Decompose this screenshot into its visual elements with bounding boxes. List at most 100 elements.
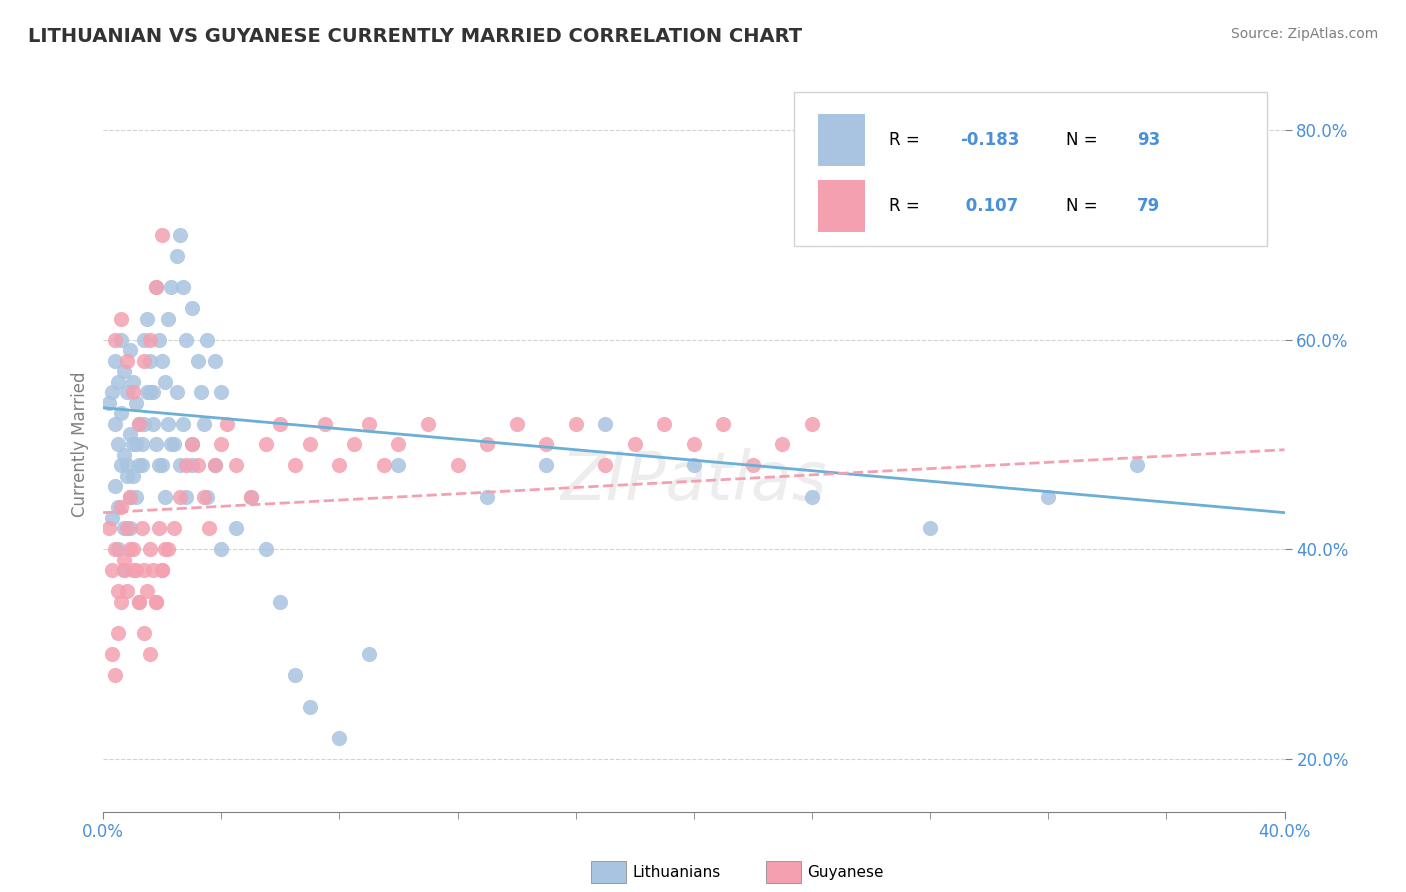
Point bbox=[172, 280, 194, 294]
Point bbox=[446, 458, 468, 473]
Text: LITHUANIAN VS GUYANESE CURRENTLY MARRIED CORRELATION CHART: LITHUANIAN VS GUYANESE CURRENTLY MARRIED… bbox=[28, 27, 803, 45]
Point bbox=[741, 458, 763, 473]
Point bbox=[163, 521, 186, 535]
Point bbox=[124, 395, 146, 409]
Point bbox=[169, 490, 191, 504]
Point bbox=[254, 437, 277, 451]
Point bbox=[195, 490, 218, 504]
Point bbox=[110, 458, 132, 473]
Point bbox=[166, 249, 188, 263]
Text: 93: 93 bbox=[1137, 131, 1160, 149]
Point bbox=[134, 563, 156, 577]
Point bbox=[139, 333, 162, 347]
Point bbox=[180, 437, 202, 451]
Point bbox=[121, 385, 143, 400]
Point bbox=[593, 458, 616, 473]
Point bbox=[187, 353, 209, 368]
Point bbox=[104, 668, 127, 682]
Point bbox=[239, 490, 262, 504]
Point bbox=[139, 647, 162, 661]
Point bbox=[209, 385, 232, 400]
Point bbox=[284, 458, 307, 473]
Point bbox=[160, 437, 183, 451]
Point bbox=[139, 542, 162, 557]
Point bbox=[180, 458, 202, 473]
Y-axis label: Currently Married: Currently Married bbox=[72, 372, 89, 517]
Text: Lithuanians: Lithuanians bbox=[633, 865, 721, 880]
Point bbox=[180, 301, 202, 315]
Point bbox=[142, 417, 165, 431]
Point bbox=[174, 490, 197, 504]
Point bbox=[112, 521, 135, 535]
Point bbox=[682, 437, 704, 451]
Point bbox=[269, 595, 291, 609]
Point bbox=[209, 437, 232, 451]
Point bbox=[142, 563, 165, 577]
Point bbox=[190, 385, 212, 400]
Point bbox=[505, 417, 527, 431]
Point bbox=[142, 385, 165, 400]
Point bbox=[150, 563, 173, 577]
Point bbox=[160, 280, 183, 294]
Point bbox=[107, 437, 129, 451]
Point bbox=[128, 595, 150, 609]
Point bbox=[172, 417, 194, 431]
Point bbox=[153, 490, 176, 504]
Point bbox=[373, 458, 395, 473]
Point bbox=[112, 553, 135, 567]
Point bbox=[174, 458, 197, 473]
Point bbox=[101, 647, 124, 661]
Point bbox=[145, 437, 167, 451]
Point bbox=[153, 375, 176, 389]
Point bbox=[112, 563, 135, 577]
Point bbox=[652, 417, 675, 431]
Point bbox=[110, 595, 132, 609]
Point bbox=[112, 448, 135, 462]
Point bbox=[115, 521, 138, 535]
Point bbox=[193, 417, 215, 431]
Point bbox=[148, 333, 170, 347]
Point bbox=[115, 385, 138, 400]
Point bbox=[107, 375, 129, 389]
Point bbox=[328, 731, 350, 745]
Point bbox=[128, 417, 150, 431]
Point bbox=[195, 333, 218, 347]
Text: R =: R = bbox=[889, 197, 925, 215]
Point bbox=[139, 385, 162, 400]
Point bbox=[475, 490, 498, 504]
Point bbox=[121, 542, 143, 557]
Point bbox=[104, 353, 127, 368]
Point bbox=[534, 437, 557, 451]
Point bbox=[148, 458, 170, 473]
Point bbox=[198, 521, 221, 535]
Point bbox=[124, 437, 146, 451]
Point bbox=[118, 490, 141, 504]
Text: 79: 79 bbox=[1137, 197, 1160, 215]
Point bbox=[134, 353, 156, 368]
Point bbox=[104, 417, 127, 431]
Point bbox=[475, 437, 498, 451]
Point bbox=[139, 353, 162, 368]
Point bbox=[134, 626, 156, 640]
Point bbox=[298, 699, 321, 714]
Point bbox=[1215, 836, 1237, 850]
Point bbox=[104, 542, 127, 557]
Point bbox=[110, 406, 132, 420]
Point bbox=[128, 458, 150, 473]
Point bbox=[193, 490, 215, 504]
Point bbox=[534, 458, 557, 473]
Point bbox=[134, 333, 156, 347]
Point bbox=[298, 437, 321, 451]
Point bbox=[157, 542, 180, 557]
Point bbox=[357, 647, 380, 661]
Point bbox=[416, 417, 439, 431]
Point bbox=[204, 458, 226, 473]
Point bbox=[920, 521, 942, 535]
Point bbox=[115, 584, 138, 599]
Point bbox=[163, 437, 186, 451]
Point bbox=[121, 563, 143, 577]
Point bbox=[124, 490, 146, 504]
Point bbox=[800, 417, 823, 431]
Point bbox=[217, 417, 239, 431]
Point bbox=[124, 563, 146, 577]
